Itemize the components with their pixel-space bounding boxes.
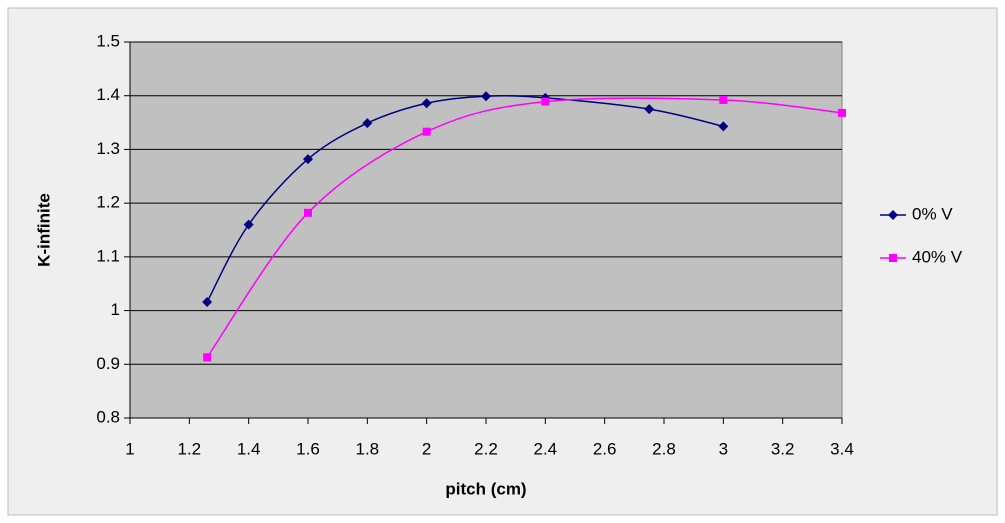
y-tick-label: 1.2 xyxy=(96,193,120,212)
y-tick-label: 1.4 xyxy=(96,85,120,104)
x-tick-label: 1 xyxy=(125,439,134,458)
marker xyxy=(422,127,431,136)
marker xyxy=(304,208,312,217)
legend-label: 40% V xyxy=(912,247,963,266)
y-tick-label: 1 xyxy=(111,300,120,319)
marker xyxy=(718,121,729,132)
marker xyxy=(888,210,898,220)
marker xyxy=(541,97,550,106)
x-tick-label: 3.4 xyxy=(830,439,854,458)
marker xyxy=(421,98,432,109)
x-tick-label: 2.8 xyxy=(652,439,676,458)
marker xyxy=(362,118,373,129)
x-tick-label: 2.2 xyxy=(474,439,498,458)
legend-label: 0% V xyxy=(912,204,953,223)
x-tick-label: 1.6 xyxy=(296,439,320,458)
x-tick-label: 2 xyxy=(422,439,431,458)
plot-area xyxy=(129,41,843,419)
marker xyxy=(719,96,728,105)
y-tick-label: 0.9 xyxy=(96,354,120,373)
x-axis-label: pitch (cm) xyxy=(445,479,526,498)
y-tick-label: 0.8 xyxy=(96,407,120,426)
x-tick-label: 3.2 xyxy=(771,439,795,458)
marker xyxy=(838,108,846,117)
x-tick-label: 2.6 xyxy=(593,439,617,458)
x-tick-label: 3 xyxy=(719,439,728,458)
marker xyxy=(644,104,655,115)
x-tick-label: 1.2 xyxy=(178,439,202,458)
marker xyxy=(243,219,254,230)
marker xyxy=(303,154,313,165)
x-tick-label: 2.4 xyxy=(534,439,558,458)
y-tick-label: 1.1 xyxy=(96,246,120,265)
marker xyxy=(481,91,491,102)
y-tick-label: 1.5 xyxy=(96,31,120,50)
x-tick-label: 1.8 xyxy=(356,439,380,458)
marker xyxy=(889,254,897,262)
y-tick-label: 1.3 xyxy=(96,139,120,158)
y-axis-label: K-infinite xyxy=(34,193,53,267)
marker xyxy=(203,353,212,362)
x-tick-label: 1.4 xyxy=(237,439,261,458)
marker xyxy=(202,296,213,307)
